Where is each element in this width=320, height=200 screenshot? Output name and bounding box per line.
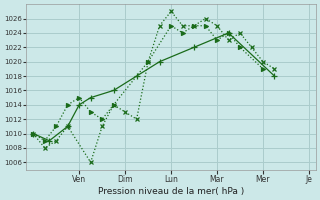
X-axis label: Pression niveau de la mer( hPa ): Pression niveau de la mer( hPa ) [98,187,244,196]
